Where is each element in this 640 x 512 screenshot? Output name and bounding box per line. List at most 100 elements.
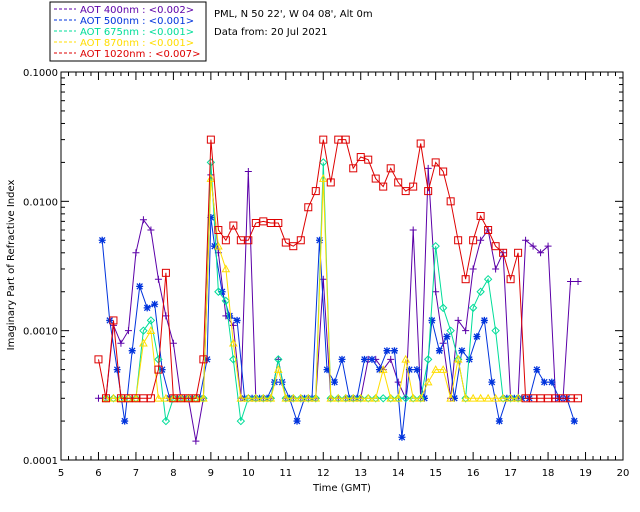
- data-point: [326, 178, 335, 187]
- data-point: [274, 355, 283, 364]
- data-point: [443, 333, 451, 341]
- data-point: [386, 393, 396, 402]
- data-point: [356, 394, 365, 403]
- x-tick-label: 16: [467, 468, 480, 479]
- data-point: [431, 241, 440, 251]
- data-point: [428, 316, 436, 324]
- plot-area: 5 6 7 8 9 10 11 12 13 14 15 16 17 18 19 20 0.0001 0.0010 0…: [23, 68, 629, 479]
- data-point: [101, 394, 110, 403]
- data-point: [424, 164, 432, 172]
- data-point: [146, 326, 156, 334]
- data-point: [228, 338, 238, 347]
- data-point: [454, 236, 463, 245]
- y-tick-label: 0.0100: [23, 197, 58, 208]
- data-point: [409, 182, 418, 191]
- data-point: [424, 187, 433, 196]
- data-point: [513, 393, 523, 402]
- data-point: [462, 327, 470, 335]
- data-point: [432, 288, 440, 296]
- data-point: [211, 242, 219, 250]
- data-point: [408, 393, 418, 402]
- data-point: [349, 394, 358, 403]
- data-point: [495, 417, 503, 425]
- x-tick-label: 17: [504, 468, 517, 479]
- data-point: [136, 282, 144, 290]
- data-point: [311, 393, 321, 402]
- data-point: [506, 275, 515, 284]
- data-point: [394, 178, 403, 187]
- data-point: [199, 355, 208, 364]
- data-point: [409, 226, 417, 234]
- data-point: [124, 327, 132, 335]
- data-point: [289, 242, 298, 251]
- x-tick-label: 15: [429, 468, 442, 479]
- data-point: [214, 241, 223, 250]
- x-tick-label: 18: [542, 468, 555, 479]
- data-point: [273, 365, 283, 373]
- data-point: [98, 236, 106, 244]
- data-point: [304, 394, 313, 403]
- data-point: [483, 393, 493, 402]
- data-point: [431, 365, 441, 373]
- data-point: [296, 393, 306, 402]
- legend: AOT 400nm : <0.002>AOT 500nm : <0.001>AO…: [49, 1, 207, 62]
- x-tick-label: 6: [95, 468, 101, 479]
- series-1020nm: [94, 135, 583, 403]
- data-point: [499, 248, 508, 257]
- data-point: [311, 394, 320, 403]
- data-point: [379, 394, 388, 403]
- data-point: [221, 264, 231, 273]
- data-point: [386, 164, 395, 173]
- data-point: [522, 236, 530, 244]
- data-point: [161, 268, 170, 277]
- data-point: [375, 366, 383, 374]
- data-point: [266, 393, 276, 402]
- data-point: [154, 365, 163, 374]
- data-point: [334, 394, 343, 403]
- data-point: [236, 416, 246, 426]
- data-point: [401, 394, 410, 403]
- data-point: [363, 393, 373, 402]
- data-point: [408, 394, 418, 403]
- data-point: [109, 393, 118, 402]
- data-point: [109, 394, 118, 403]
- data-point: [289, 394, 298, 403]
- data-point: [476, 287, 485, 296]
- data-point: [341, 135, 350, 144]
- data-point: [567, 277, 575, 285]
- data-point: [574, 394, 583, 403]
- data-point: [206, 135, 215, 144]
- data-point: [548, 378, 556, 386]
- data-point: [318, 174, 328, 182]
- data-point: [154, 355, 163, 364]
- data-point: [233, 316, 241, 324]
- data-point: [498, 393, 508, 402]
- data-point: [416, 139, 425, 148]
- data-point: [348, 393, 358, 402]
- data-point: [214, 226, 223, 235]
- data-point: [281, 393, 291, 402]
- data-point: [514, 248, 523, 257]
- data-point: [113, 366, 121, 374]
- data-point: [386, 394, 395, 403]
- data-point: [243, 393, 253, 402]
- data-point: [251, 393, 261, 402]
- data-point: [476, 212, 485, 221]
- data-point: [438, 365, 448, 373]
- data-point: [454, 316, 462, 324]
- data-point: [506, 394, 515, 403]
- data-point: [401, 354, 411, 363]
- x-tick-label: 13: [354, 468, 367, 479]
- data-point: [480, 316, 488, 324]
- legend-label: AOT 870nm : <0.001>: [80, 38, 194, 49]
- y-tick-label: 0.0001: [23, 456, 58, 467]
- data-point: [192, 437, 200, 445]
- data-point: [360, 355, 368, 363]
- x-tick-label: 12: [317, 468, 330, 479]
- data-point: [416, 393, 426, 402]
- data-point: [244, 236, 253, 245]
- data-point: [453, 354, 463, 363]
- x-tick-label: 9: [208, 468, 214, 479]
- data-point: [319, 135, 328, 144]
